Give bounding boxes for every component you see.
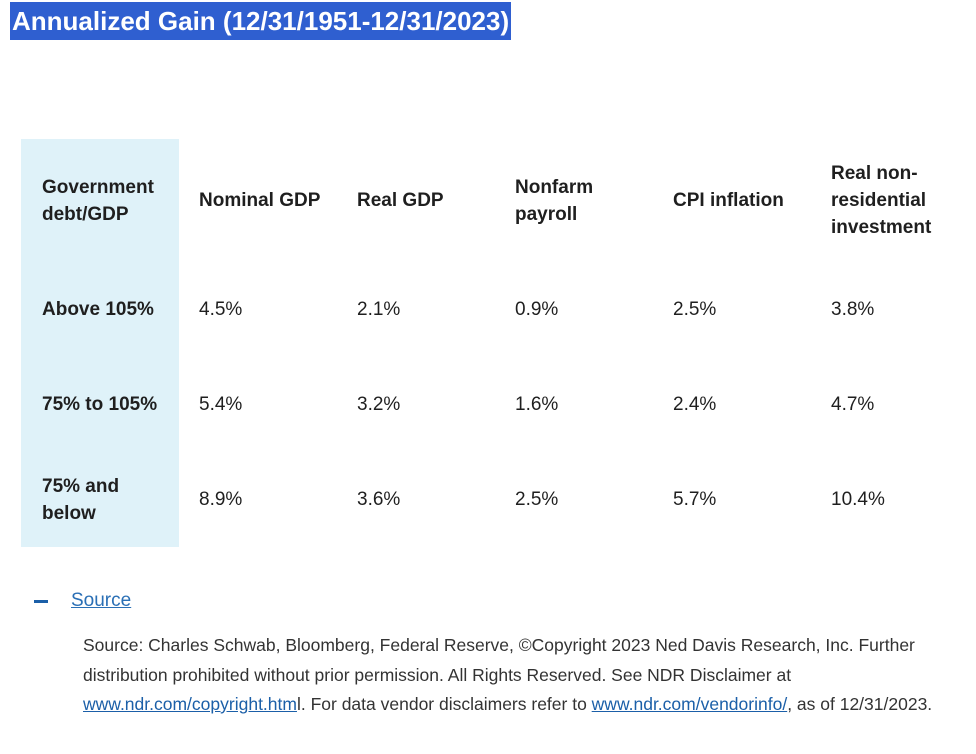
source-text-part-3: , as of 12/31/2023. (787, 694, 933, 714)
row-label-75-to-105: 75% to 105% (42, 394, 158, 415)
header-label: Government debt/GDP (42, 176, 154, 225)
source-toggle-link[interactable]: Source (71, 590, 132, 611)
page-title: Annualized Gain (12/31/1951-12/31/2023) (10, 2, 512, 40)
table-cell: 2.4% (673, 394, 717, 415)
row-label-above-105: Above 105% (42, 299, 154, 320)
table-cell: 2.5% (515, 489, 559, 510)
header-label: Nonfarm payroll (515, 176, 594, 225)
source-disclaimer: Source: Charles Schwab, Bloomberg, Feder… (83, 631, 968, 720)
source-text-part-1: Source: Charles Schwab, Bloomberg, Feder… (83, 635, 915, 685)
header-real-nonresidential-investment: Real non-residential investment (811, 139, 971, 262)
ndr-vendorinfo-link[interactable]: www.ndr.com/vendorinfo/ (591, 694, 788, 714)
table-row: Above 105% 4.5% 2.1% 0.9% 2.5% 3.8% (21, 262, 971, 357)
table-cell: 4.5% (199, 299, 243, 320)
table-cell: 3.2% (357, 394, 401, 415)
header-nonfarm-payroll: Nonfarm payroll (495, 139, 653, 262)
source-toggle[interactable]: Source (34, 588, 131, 614)
table-cell: 5.7% (673, 489, 717, 510)
table-cell: 10.4% (831, 489, 885, 510)
table-cell: 0.9% (515, 299, 559, 320)
table-cell: 3.6% (357, 489, 401, 510)
header-label: Real non-residential investment (831, 163, 932, 238)
ndr-copyright-link[interactable]: www.ndr.com/copyright.htm (83, 694, 297, 714)
table-row: 75% and below 8.9% 3.6% 2.5% 5.7% 10.4% (21, 452, 971, 547)
header-cpi-inflation: CPI inflation (653, 139, 811, 262)
table-cell: 1.6% (515, 394, 559, 415)
header-label: Nominal GDP (199, 190, 321, 211)
table-header-row: Government debt/GDP Nominal GDP Real GDP… (21, 139, 971, 262)
annualized-gain-table: Government debt/GDP Nominal GDP Real GDP… (21, 139, 971, 547)
header-label: CPI inflation (673, 190, 784, 211)
table-cell: 2.5% (673, 299, 717, 320)
header-government-debt-gdp: Government debt/GDP (21, 139, 179, 262)
table-cell: 4.7% (831, 394, 875, 415)
source-text-part-2: l. For data vendor disclaimers refer to (296, 694, 592, 714)
header-real-gdp: Real GDP (337, 139, 495, 262)
first-column-background (21, 139, 179, 547)
table-cell: 2.1% (357, 299, 401, 320)
table-cell: 3.8% (831, 299, 875, 320)
table-row: 75% to 105% 5.4% 3.2% 1.6% 2.4% 4.7% (21, 357, 971, 452)
minus-icon[interactable] (34, 599, 48, 603)
table-cell: 5.4% (199, 394, 243, 415)
row-label-75-and-below: 75% and below (42, 475, 120, 524)
header-label: Real GDP (357, 190, 444, 211)
table-cell: 8.9% (199, 489, 243, 510)
header-nominal-gdp: Nominal GDP (179, 139, 337, 262)
